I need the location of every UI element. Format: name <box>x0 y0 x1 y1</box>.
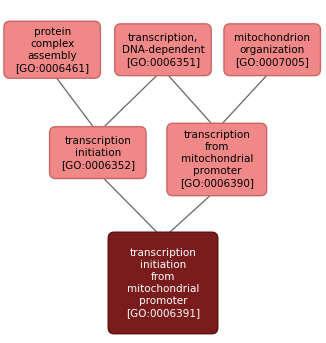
Text: mitochondrion
organization
[GO:0007005]: mitochondrion organization [GO:0007005] <box>234 33 310 67</box>
FancyBboxPatch shape <box>167 123 267 196</box>
FancyBboxPatch shape <box>115 24 211 76</box>
Text: transcription
initiation
from
mitochondrial
promoter
[GO:0006391]: transcription initiation from mitochondr… <box>126 248 200 318</box>
FancyBboxPatch shape <box>224 24 320 76</box>
FancyBboxPatch shape <box>50 127 146 178</box>
Text: transcription
initiation
[GO:0006352]: transcription initiation [GO:0006352] <box>61 135 135 170</box>
Text: protein
complex
assembly
[GO:0006461]: protein complex assembly [GO:0006461] <box>15 27 89 73</box>
Text: transcription
from
mitochondrial
promoter
[GO:0006390]: transcription from mitochondrial promote… <box>180 130 254 189</box>
FancyBboxPatch shape <box>108 232 218 334</box>
Text: transcription,
DNA-dependent
[GO:0006351]: transcription, DNA-dependent [GO:0006351… <box>122 33 204 67</box>
FancyBboxPatch shape <box>4 21 100 78</box>
